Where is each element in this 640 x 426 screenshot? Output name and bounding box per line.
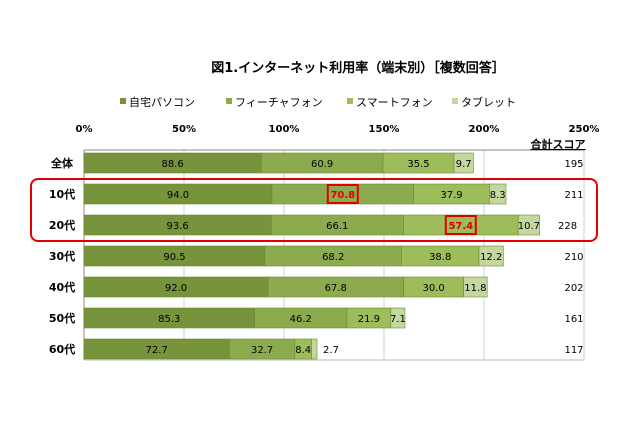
legend-swatch <box>452 98 458 104</box>
data-label: 10.7 <box>518 221 540 232</box>
data-label: 67.8 <box>325 283 347 294</box>
highlight-rows-box <box>30 178 598 242</box>
category-label: 60代 <box>49 342 75 356</box>
data-label: 85.3 <box>158 314 180 325</box>
data-label: 60.9 <box>311 159 333 170</box>
data-label: 68.2 <box>322 252 344 263</box>
bar-segment <box>478 245 504 267</box>
bar-segment <box>453 152 474 174</box>
legend-label: 自宅パソコン <box>129 95 195 109</box>
data-label: 94.0 <box>167 190 189 201</box>
data-label: 32.7 <box>251 345 273 356</box>
data-label: 8.4 <box>295 345 311 356</box>
bars: 全体 88.6 60.9 35.5 9.7 195 10代 94.0 70.8 37.9 8.3 21… <box>49 152 584 360</box>
data-label: 11.8 <box>464 283 486 294</box>
total-score: 210 <box>564 252 583 263</box>
legend: 自宅パソコン フィーチャフォン スマートフォン タブレット <box>120 95 516 109</box>
data-label: 72.7 <box>146 345 168 356</box>
data-label: 38.8 <box>429 252 451 263</box>
x-axis: 0% 50% 100% 150% 200% 250% <box>76 124 600 135</box>
category-label: 10代 <box>49 187 75 201</box>
data-label: 92.0 <box>165 283 187 294</box>
legend-label: スマートフォン <box>356 96 433 109</box>
total-score: 195 <box>564 159 583 170</box>
data-label: 90.5 <box>163 252 185 263</box>
category-label: 40代 <box>49 280 75 294</box>
data-label: 35.5 <box>407 159 429 170</box>
legend-label: フィーチャフォン <box>235 96 323 109</box>
category-label: 50代 <box>49 311 75 325</box>
total-score: 211 <box>564 190 583 201</box>
category-label: 全体 <box>50 156 74 170</box>
highlight <box>30 178 598 242</box>
legend-swatch <box>120 98 126 104</box>
x-tick-label: 0% <box>76 124 93 135</box>
value-highlight-box <box>326 184 359 204</box>
bar-segment <box>517 214 540 236</box>
x-tick-label: 150% <box>369 124 400 135</box>
bar-segment <box>489 183 507 205</box>
bar-segment <box>390 307 406 329</box>
data-label: 70.8 <box>330 190 355 201</box>
data-label: 12.2 <box>480 252 502 263</box>
category-label: 30代 <box>49 249 75 263</box>
chart-title: 図1.インターネット利用率（端末別）［複数回答］ <box>211 60 504 76</box>
data-label: 37.9 <box>440 190 462 201</box>
legend-swatch <box>347 98 353 104</box>
data-label: 8.3 <box>490 190 506 201</box>
bar-segment <box>463 276 488 298</box>
data-label: 2.7 <box>323 345 339 356</box>
x-tick-label: 50% <box>172 124 196 135</box>
data-label: 57.4 <box>448 221 473 232</box>
total-score: 117 <box>564 345 583 356</box>
data-label: 9.7 <box>456 159 472 170</box>
data-label: 7.1 <box>390 314 406 325</box>
value-highlight-box <box>444 215 477 235</box>
bar-segment <box>311 338 318 360</box>
data-label: 88.6 <box>161 159 183 170</box>
data-label: 66.1 <box>326 221 348 232</box>
x-tick-label: 250% <box>569 124 600 135</box>
total-score: 161 <box>564 314 583 325</box>
legend-label: タブレット <box>461 95 516 109</box>
total-score: 202 <box>564 283 583 294</box>
data-label: 93.6 <box>166 221 188 232</box>
data-label: 46.2 <box>290 314 312 325</box>
category-label: 20代 <box>49 218 75 232</box>
x-tick-label: 200% <box>469 124 500 135</box>
legend-swatch <box>226 98 232 104</box>
total-score: 228 <box>558 221 577 232</box>
total-score-header: 合計スコア <box>531 137 586 151</box>
data-label: 30.0 <box>422 283 444 294</box>
x-tick-label: 100% <box>269 124 300 135</box>
data-label: 21.9 <box>358 314 380 325</box>
